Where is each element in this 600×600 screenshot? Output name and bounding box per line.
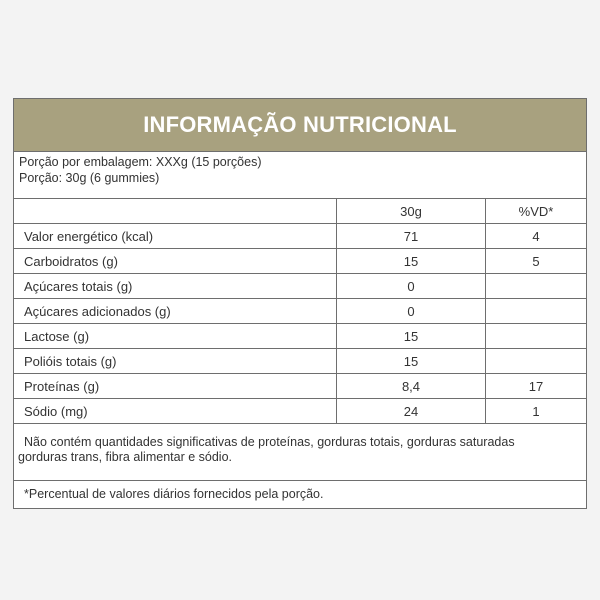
nutrient-name: Proteínas (g) [14, 373, 337, 399]
note-line-2: gorduras trans, fibra alimentar e sódio. [18, 450, 232, 464]
header-amount: 30g [336, 198, 486, 224]
nutrient-name: Valor energético (kcal) [14, 223, 337, 249]
note-line-1: Não contém quantidades significativas de… [24, 435, 515, 449]
table-row: Proteínas (g) 8,4 17 [14, 373, 586, 399]
table-row: Sódio (mg) 24 1 [14, 398, 586, 423]
nutrient-dv [485, 298, 586, 324]
daily-value-footnote: *Percentual de valores diários fornecido… [14, 480, 586, 508]
nutrient-amount: 0 [336, 298, 486, 324]
table-row: Açúcares totais (g) 0 [14, 273, 586, 299]
nutrient-dv [485, 323, 586, 349]
nutrition-table: 30g %VD* Valor energético (kcal) 71 4 Carb… [14, 198, 586, 423]
table-row: Carboidratos (g) 15 5 [14, 248, 586, 274]
nutrient-amount: 15 [336, 248, 486, 274]
nutrient-dv [485, 273, 586, 299]
nutrient-amount: 15 [336, 323, 486, 349]
header-nutrient [14, 198, 337, 224]
portion-size: Porção: 30g (6 gummies) [19, 171, 160, 185]
nutrient-name: Açúcares adicionados (g) [14, 298, 337, 324]
table-row: Lactose (g) 15 [14, 323, 586, 349]
nutrition-title: INFORMAÇÃO NUTRICIONAL [14, 99, 586, 151]
nutrient-dv: 1 [485, 398, 586, 423]
nutrient-dv: 17 [485, 373, 586, 399]
nutrient-amount: 24 [336, 398, 486, 423]
nutrient-name: Açúcares totais (g) [14, 273, 337, 299]
nutrient-dv: 4 [485, 223, 586, 249]
insignificant-amounts-note: Não contém quantidades significativas de… [14, 423, 586, 480]
nutrient-name: Carboidratos (g) [14, 248, 337, 274]
serving-info: Porção por embalagem: XXXg (15 porções) … [14, 151, 586, 198]
table-header-row: 30g %VD* [14, 198, 586, 224]
nutrient-amount: 15 [336, 348, 486, 374]
nutrient-name: Polióis totais (g) [14, 348, 337, 374]
nutrient-name: Lactose (g) [14, 323, 337, 349]
nutrient-amount: 8,4 [336, 373, 486, 399]
table-row: Açúcares adicionados (g) 0 [14, 298, 586, 324]
header-dv: %VD* [485, 198, 586, 224]
servings-per-package: Porção por embalagem: XXXg (15 porções) [19, 155, 262, 169]
nutrient-name: Sódio (mg) [14, 398, 337, 423]
table-row: Valor energético (kcal) 71 4 [14, 223, 586, 249]
nutrient-amount: 71 [336, 223, 486, 249]
nutrient-dv: 5 [485, 248, 586, 274]
nutrition-facts-panel: INFORMAÇÃO NUTRICIONAL Porção por embala… [13, 98, 587, 509]
table-row: Polióis totais (g) 15 [14, 348, 586, 374]
nutrient-amount: 0 [336, 273, 486, 299]
nutrient-dv [485, 348, 586, 374]
